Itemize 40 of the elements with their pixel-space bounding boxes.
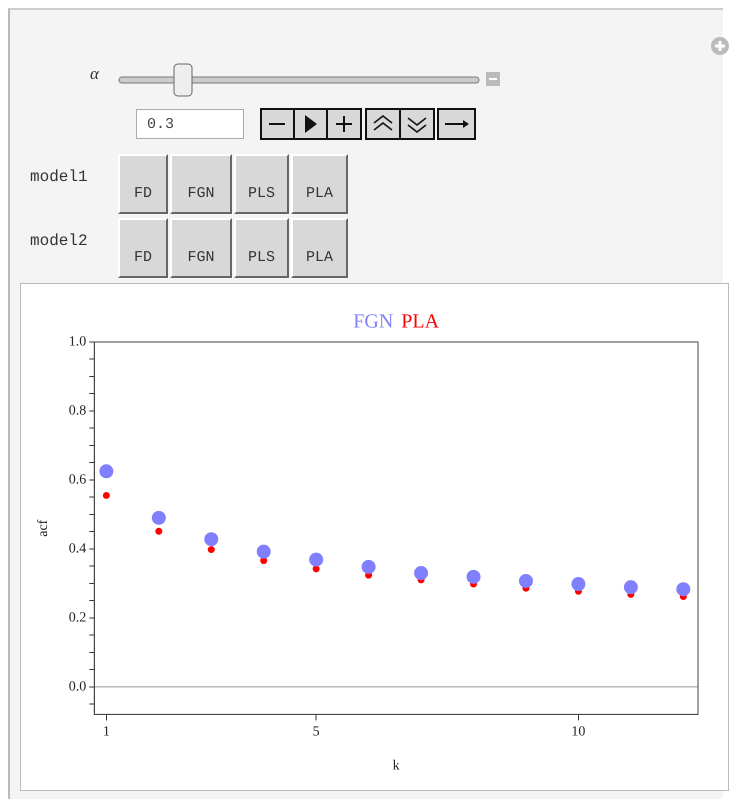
point bbox=[208, 546, 215, 554]
point bbox=[102, 492, 110, 499]
text: PLS bbox=[234, 154, 289, 214]
text: FD bbox=[118, 218, 168, 278]
point bbox=[571, 577, 586, 592]
text: PLA bbox=[401, 310, 440, 332]
x-tick-label: 1 bbox=[102, 724, 110, 740]
text: FGN bbox=[170, 154, 232, 214]
point bbox=[155, 528, 162, 535]
point bbox=[256, 544, 271, 559]
y-axis-title: acf bbox=[36, 519, 52, 537]
point bbox=[676, 582, 690, 596]
point bbox=[204, 532, 218, 546]
point bbox=[152, 510, 166, 525]
point bbox=[362, 560, 376, 574]
y-tick-label: 0.6 bbox=[68, 472, 86, 488]
x-axis-title: k bbox=[392, 758, 400, 774]
point bbox=[99, 464, 114, 478]
point bbox=[624, 580, 638, 594]
text: PLA bbox=[291, 154, 348, 214]
y-tick-label: 0.4 bbox=[68, 542, 86, 557]
x-tick-label: 10 bbox=[571, 724, 586, 740]
y-tick-label: 0.0 bbox=[68, 679, 86, 694]
text: model2 bbox=[30, 232, 88, 250]
point bbox=[309, 552, 324, 567]
text: 0.3 bbox=[136, 109, 244, 139]
point bbox=[466, 570, 481, 584]
y-tick-label: 0.2 bbox=[68, 610, 86, 626]
x-tick-label: 5 bbox=[312, 724, 320, 740]
text: PLA bbox=[291, 218, 348, 278]
text: FGN bbox=[353, 310, 394, 332]
point bbox=[518, 574, 533, 588]
point bbox=[414, 566, 428, 580]
y-tick-label: 1.0 bbox=[68, 334, 86, 350]
text: FD bbox=[118, 154, 168, 214]
text: α bbox=[90, 64, 99, 84]
y-tick-label: 0.8 bbox=[68, 404, 86, 419]
text: model1 bbox=[30, 168, 88, 186]
text: FGN bbox=[170, 218, 232, 278]
text: PLS bbox=[234, 218, 289, 278]
